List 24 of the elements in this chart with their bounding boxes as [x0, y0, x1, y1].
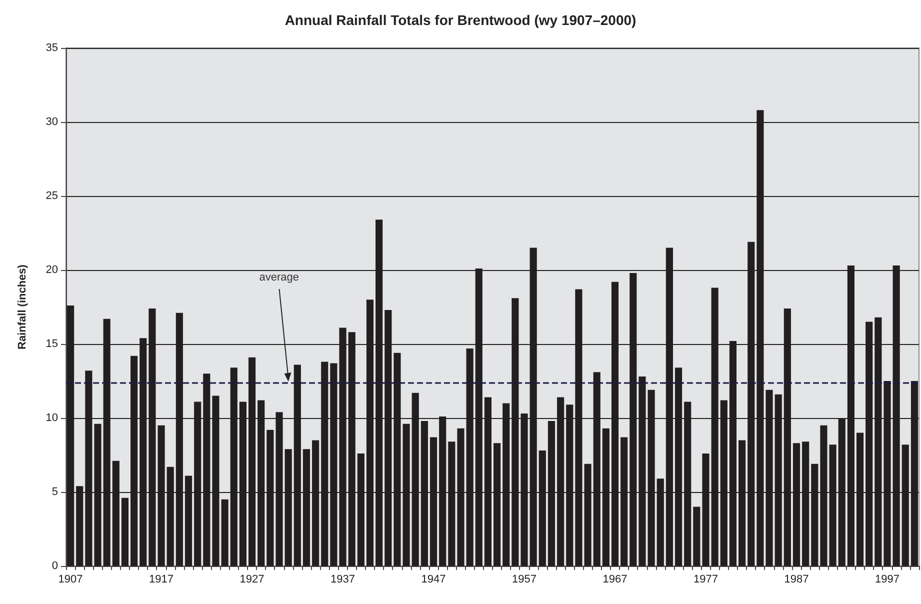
y-tick-label: 35	[46, 42, 58, 54]
x-tick-label: 1947	[421, 574, 446, 586]
x-tick-label: 1917	[149, 574, 174, 586]
bar	[121, 498, 129, 566]
chart-title: Annual Rainfall Totals for Brentwood (wy 1907–2000)	[284, 12, 636, 28]
y-tick-label: 5	[52, 486, 58, 498]
x-tick-label: 1937	[330, 574, 356, 586]
bar	[221, 499, 228, 566]
y-tick-label: 10	[46, 412, 58, 424]
bar	[693, 506, 700, 566]
y-tick-label: 20	[46, 264, 58, 276]
x-tick-label: 1907	[58, 574, 83, 586]
y-tick-label: 25	[46, 190, 58, 202]
x-tick-label: 1967	[602, 574, 628, 586]
x-tick-label: 1997	[874, 574, 900, 586]
x-tick-label: 1927	[240, 574, 264, 586]
ref-line-label: average	[259, 272, 300, 284]
x-tick-label: 1957	[512, 574, 537, 586]
y-axis-title: Rainfall (inches)	[16, 264, 28, 350]
y-tick-label: 0	[52, 560, 58, 572]
x-tick-label: 1977	[694, 574, 718, 586]
x-tick-label: 1987	[784, 574, 809, 586]
y-tick-label: 15	[46, 338, 58, 350]
y-tick-label: 30	[46, 116, 58, 128]
